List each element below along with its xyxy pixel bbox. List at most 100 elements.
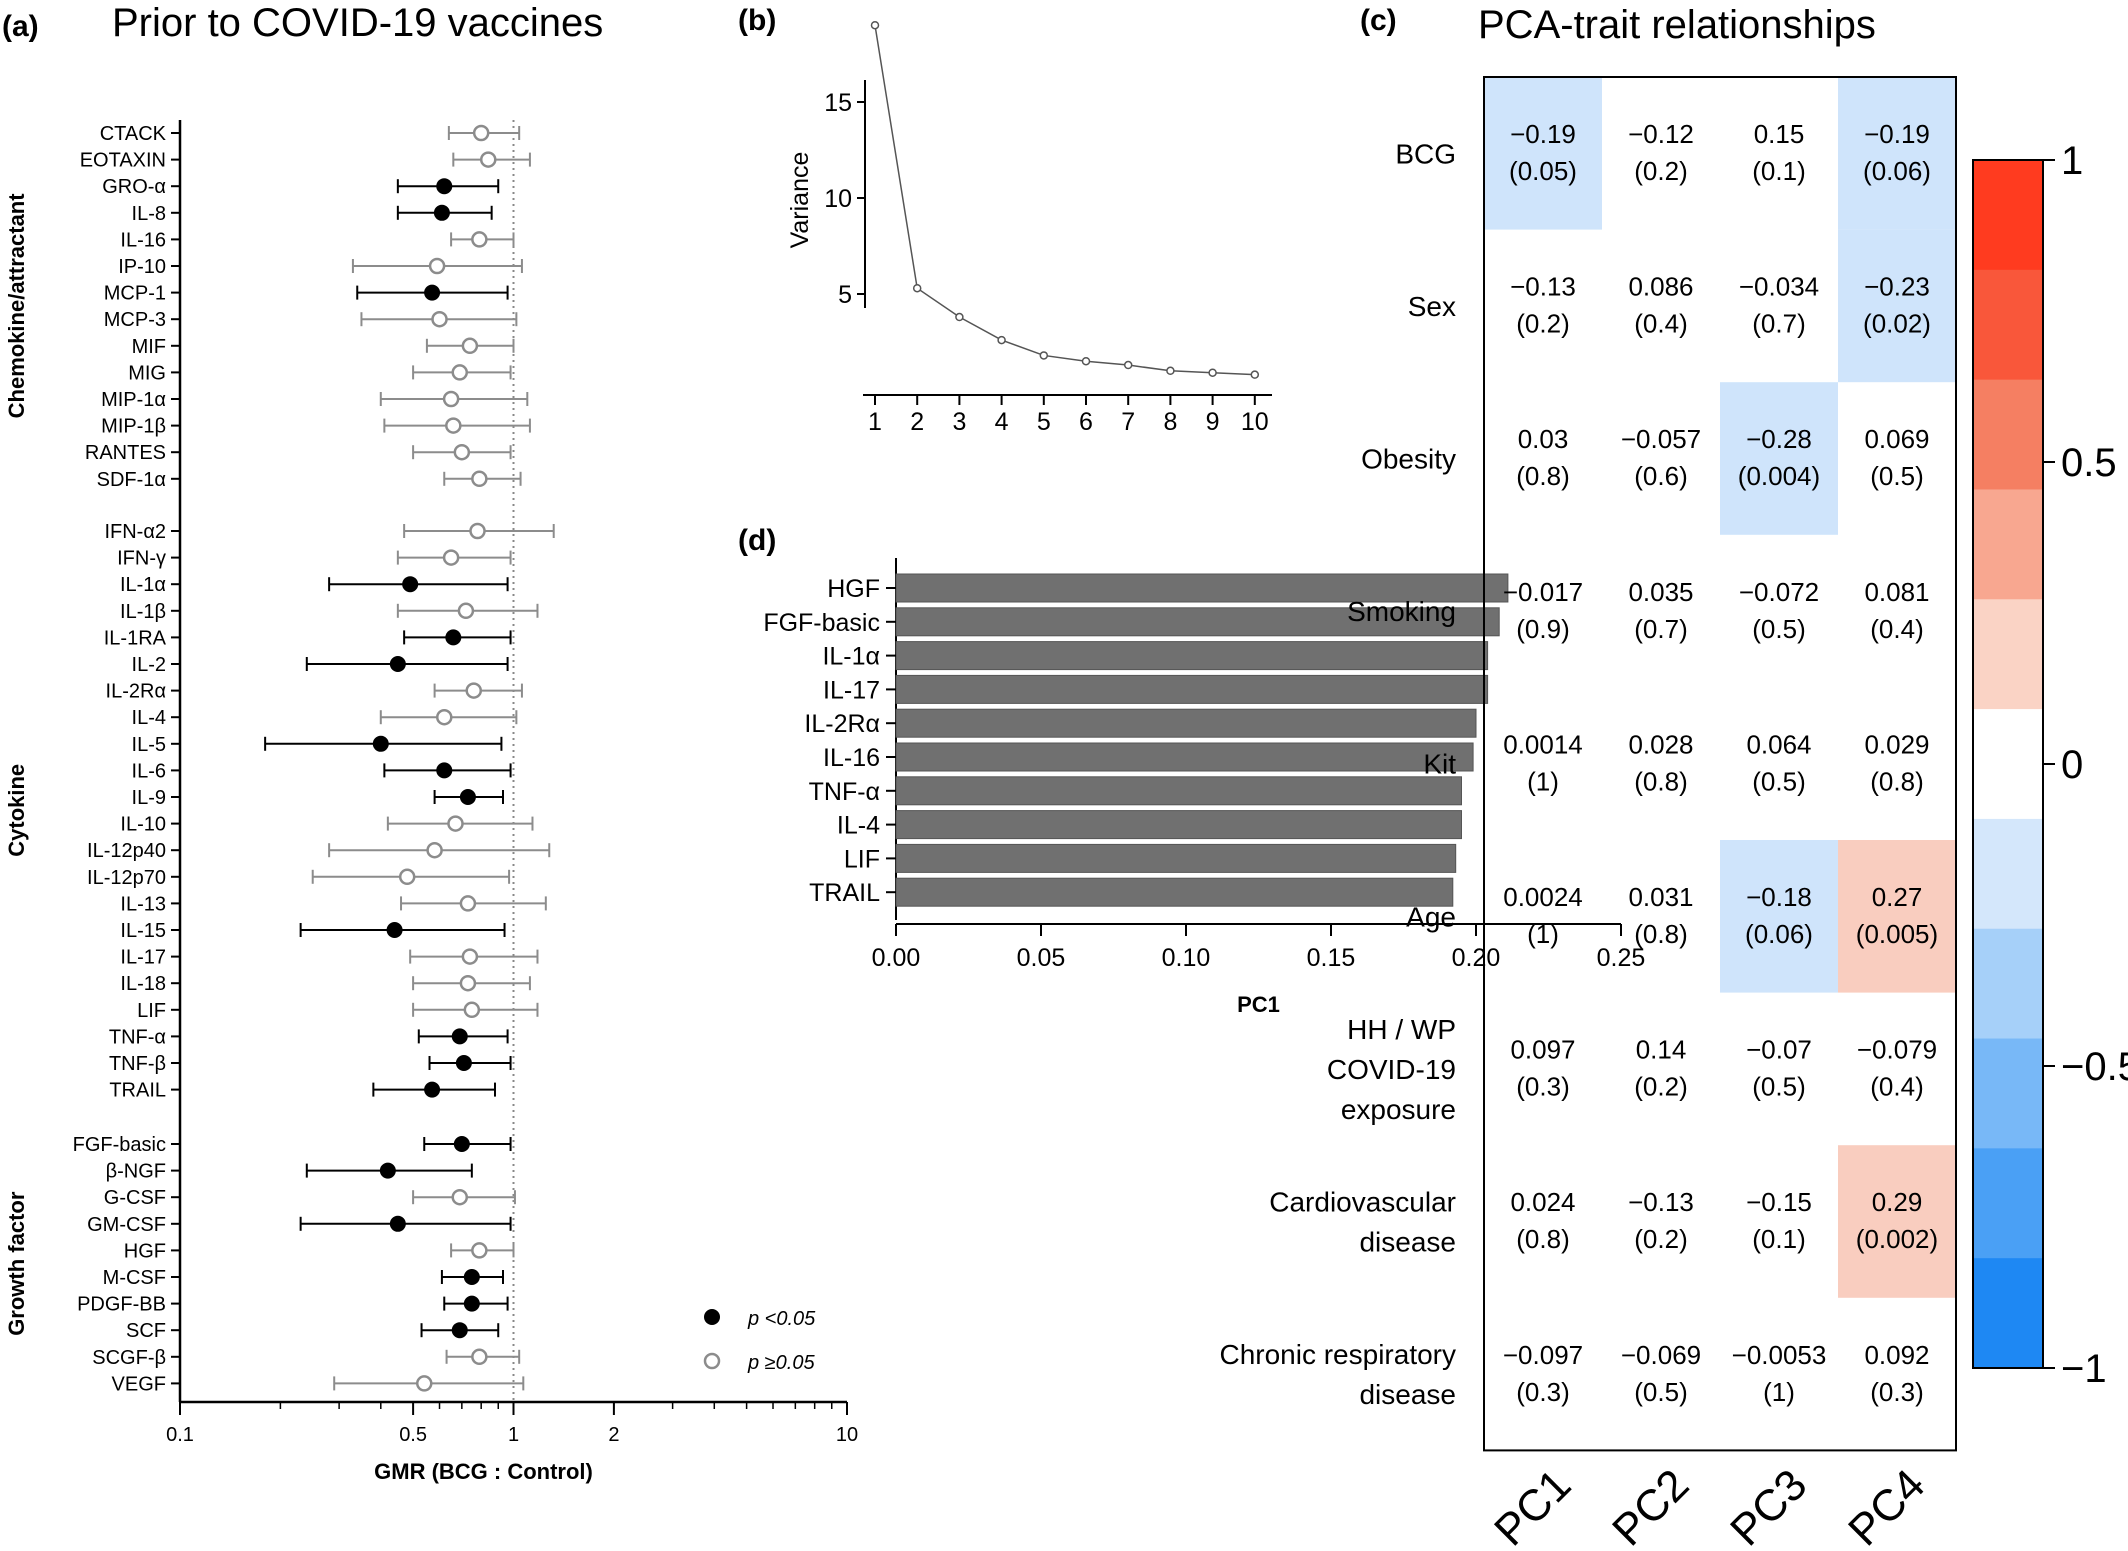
bar-x-tick-label: 0.05 [1017,944,1066,972]
colorbar-tick-label: 1 [2061,139,2083,183]
analyte-label: MCP-3 [104,309,166,331]
gmr-point-nonsignificant [431,310,448,328]
scree-x-tick-label: 4 [995,408,1009,436]
analyte-label: MIP-1β [101,416,166,438]
gmr-point-significant [463,1269,480,1285]
correlation-value: 0.024 [1510,1187,1575,1217]
gmr-point-nonsignificant [479,151,497,168]
heatmap-frame [1483,76,1957,1452]
correlation-value: 0.03 [1518,424,1569,454]
p-value: (0.8) [1516,1224,1569,1254]
scree-point [1250,370,1260,379]
panel-c-letter: (c) [1360,4,1397,37]
correlation-value: −0.097 [1503,1340,1583,1370]
analyte-label: IL-13 [120,893,166,915]
forest-x-tick-label: 1 [508,1424,519,1446]
gmr-point-significant [424,1081,441,1098]
analyte-label: IFN-γ [117,548,166,570]
gmr-point-nonsignificant [459,895,477,912]
loading-bar [895,573,1509,603]
scree-x-tick-label: 5 [1037,408,1051,436]
legend-marker-filled [704,1309,720,1325]
p-value: (0.2) [1634,1072,1687,1102]
correlation-value: 0.064 [1746,729,1811,759]
analyte-label: SCGF-β [92,1347,166,1369]
gmr-point-significant [453,1136,470,1152]
gmr-point-significant [445,629,462,646]
trait-label: Chronic respiratory [1219,1339,1456,1370]
analyte-label: IL-1α [120,574,166,596]
analyte-label: TNF-β [109,1053,166,1075]
loading-bar [895,877,1454,907]
group-label: Chemokine/attractant [4,193,29,419]
scree-x-tick-label: 8 [1163,408,1177,436]
analyte-label: IL-2 [132,654,166,676]
gmr-point-nonsignificant [461,948,479,965]
correlation-value: 0.029 [1864,729,1929,759]
bar-category-label: IL-16 [823,744,880,772]
p-value: (0.06) [1863,156,1931,186]
bar-category-label: IL-2Rα [804,710,880,738]
correlation-value: −0.072 [1739,577,1819,607]
analyte-label: IL-16 [120,229,166,251]
analyte-label: HGF [124,1240,166,1262]
correlation-value: 0.0014 [1503,729,1583,759]
gmr-point-significant [463,1295,480,1312]
analyte-label: IL-18 [120,973,166,995]
correlation-value: −0.017 [1503,577,1583,607]
bar-x-tick-label: 0.10 [1162,944,1211,972]
analyte-label: SDF-1α [97,469,166,491]
analyte-label: IL-10 [120,814,166,836]
scree-point [912,283,922,293]
legend-marker-open [703,1352,721,1370]
analyte-label: IL-17 [120,947,166,969]
scree-y-axis-label: Variance [786,152,814,249]
gmr-point-significant [402,576,419,593]
trait-label: COVID-19 [1327,1054,1456,1085]
p-value: (0.8) [1634,766,1687,796]
gmr-point-significant [436,178,453,195]
correlation-value: 0.0024 [1503,882,1583,912]
correlation-value: 0.031 [1628,882,1693,912]
correlation-value: 0.15 [1754,119,1805,149]
scree-point [997,335,1006,345]
analyte-label: β-NGF [106,1161,166,1183]
p-value: (0.2) [1634,156,1687,186]
p-value: (0.6) [1634,461,1687,491]
bar-x-axis-label: PC1 [1237,992,1280,1017]
correlation-value: −0.13 [1628,1187,1694,1217]
correlation-value: 0.29 [1872,1187,1923,1217]
gmr-point-significant [372,735,389,752]
correlation-value: −0.069 [1621,1340,1701,1370]
analyte-label: IP-10 [118,256,166,278]
gmr-point-significant [389,1215,406,1232]
correlation-value: 0.069 [1864,424,1929,454]
panel-a-title: Prior to COVID-19 vaccines [112,1,603,45]
scree-point [870,20,880,30]
p-value: (0.02) [1863,309,1931,339]
correlation-heatmap: −0.19 (0.05) −0.12 (0.2) 0.15 (0.1) −0.19 (0.06… [1219,76,2128,1551]
correlation-value: 0.086 [1628,272,1693,302]
correlation-value: −0.15 [1746,1187,1812,1217]
bar-category-label: TRAIL [809,879,880,907]
gmr-point-significant [379,1162,396,1179]
colorbar-segment [1973,928,2043,1040]
bar-category-label: IL-4 [837,812,880,840]
scree-x-tick-label: 10 [1241,408,1269,436]
analyte-label: IL-8 [132,203,166,225]
gmr-point-nonsignificant [436,708,453,726]
correlation-value: 0.035 [1628,577,1693,607]
analyte-label: IL-1β [120,601,166,623]
p-value: (0.4) [1870,614,1923,644]
panel-d-letter: (d) [738,524,776,557]
correlation-value: 0.028 [1628,729,1693,759]
p-value: (0.9) [1516,614,1569,644]
legend-label: p ≥0.05 [747,1352,815,1374]
heatmap-cell-negative [1720,840,1838,993]
forest-x-tick-label: 0.5 [399,1424,427,1446]
gmr-point-nonsignificant [451,1188,469,1206]
bar-category-label: LIF [844,845,880,873]
correlation-value: −0.12 [1628,119,1694,149]
scree-point [1039,351,1049,360]
